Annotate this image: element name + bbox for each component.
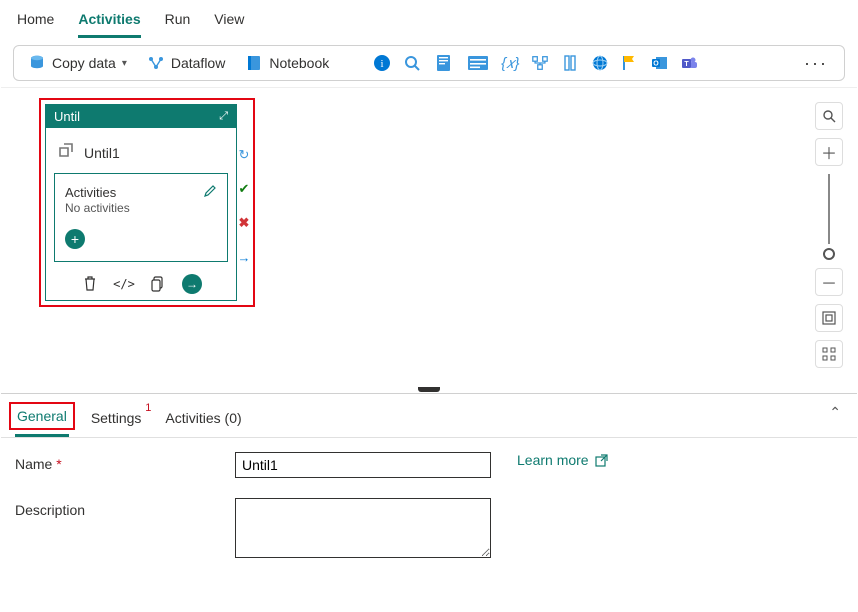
until-activity-card[interactable]: Until ⤢ Until1 Activities (45, 104, 237, 301)
code-icon[interactable]: </> (114, 274, 134, 294)
properties-panel: General Settings 1 Activities (0) ⌃ Name… (1, 393, 857, 602)
learn-more-label: Learn more (517, 452, 589, 468)
script-icon[interactable] (433, 54, 455, 72)
database-icon (28, 54, 46, 72)
on-completion-handle[interactable]: → (236, 249, 252, 265)
column-icon[interactable] (561, 54, 579, 72)
card-header[interactable]: Until ⤢ (46, 105, 236, 128)
dataflow-label: Dataflow (171, 55, 225, 71)
variable-icon[interactable]: {𝑥} (501, 54, 519, 72)
description-label: Description (15, 498, 225, 518)
card-name-row: Until1 (54, 136, 228, 173)
tab-home[interactable]: Home (17, 7, 54, 38)
list-icon[interactable] (467, 54, 489, 72)
tab-settings-label: Settings (91, 410, 142, 426)
pipeline-canvas[interactable]: Until ⤢ Until1 Activities (1, 87, 857, 387)
card-footer: </> → (46, 266, 236, 300)
add-activity-button[interactable]: + (65, 229, 85, 249)
on-success-handle[interactable]: ✔ (236, 181, 252, 197)
copy-data-label: Copy data (52, 55, 116, 71)
outlook-icon[interactable]: O (651, 54, 669, 72)
activities-status: No activities (65, 201, 217, 215)
globe-icon[interactable] (591, 54, 609, 72)
search-icon[interactable] (403, 54, 421, 72)
activity-highlight: Until ⤢ Until1 Activities (39, 98, 255, 307)
branch-icon[interactable] (531, 54, 549, 72)
activity-name: Until1 (84, 145, 120, 161)
external-link-icon (595, 454, 608, 467)
tab-general-highlight (9, 402, 75, 430)
notebook-button[interactable]: Notebook (241, 52, 333, 74)
activities-label: Activities (65, 185, 116, 200)
tab-activities[interactable]: Activities (0) (163, 404, 243, 436)
learn-more-link[interactable]: Learn more (517, 452, 608, 468)
top-nav: Home Activities Run View (1, 1, 857, 39)
panel-tabs: General Settings 1 Activities (0) ⌃ (1, 394, 857, 438)
edit-icon[interactable] (203, 184, 217, 201)
general-form: Name * Learn more Description (1, 438, 857, 602)
teams-icon[interactable]: T (681, 54, 699, 72)
on-fail-handle[interactable]: ✖ (236, 215, 252, 231)
info-icon[interactable]: i (373, 54, 391, 72)
on-skip-handle[interactable]: ↻ (236, 147, 252, 163)
collapse-panel-icon[interactable]: ⌃ (829, 404, 841, 421)
svg-text:i: i (381, 58, 384, 70)
notebook-icon (245, 54, 263, 72)
tab-settings[interactable]: Settings 1 (89, 404, 144, 436)
panel-splitter[interactable] (1, 387, 857, 393)
overflow-menu[interactable]: ··· (798, 53, 834, 74)
required-badge: 1 (145, 402, 151, 414)
zoom-slider-track[interactable] (828, 174, 830, 244)
run-icon[interactable]: → (182, 274, 202, 294)
name-input[interactable] (235, 452, 491, 478)
copy-icon[interactable] (148, 274, 168, 294)
tab-activities[interactable]: Activities (78, 7, 140, 38)
svg-text:O: O (654, 61, 660, 68)
dependency-handles: ↻ ✔ ✖ → (236, 147, 252, 265)
dataflow-icon (147, 54, 165, 72)
tab-general[interactable]: General (15, 402, 69, 437)
autolayout-button[interactable] (815, 340, 843, 368)
description-input[interactable] (235, 498, 491, 558)
loop-icon (56, 142, 74, 163)
delete-icon[interactable] (80, 274, 100, 294)
flag-icon[interactable] (621, 54, 639, 72)
tab-activities-label: Activities (0) (165, 410, 241, 426)
svg-text:T: T (685, 61, 690, 68)
zoom-slider-knob[interactable] (823, 248, 835, 260)
canvas-tools: ＋ － (815, 102, 843, 368)
name-label: Name * (15, 452, 225, 472)
canvas-search-button[interactable] (815, 102, 843, 130)
dataflow-button[interactable]: Dataflow (143, 52, 229, 74)
notebook-label: Notebook (269, 55, 329, 71)
activities-box[interactable]: Activities No activities + (54, 173, 228, 262)
fit-button[interactable] (815, 304, 843, 332)
toolbar-wrap: Copy data ▾ Dataflow Notebook i {𝑥 (1, 39, 857, 87)
zoom-out-button[interactable]: － (815, 268, 843, 296)
copy-data-button[interactable]: Copy data ▾ (24, 52, 131, 74)
expand-icon[interactable]: ⤢ (219, 110, 228, 123)
chevron-down-icon: ▾ (122, 58, 127, 69)
toolbar: Copy data ▾ Dataflow Notebook i {𝑥 (13, 45, 845, 81)
card-type-label: Until (54, 109, 80, 124)
zoom-in-button[interactable]: ＋ (815, 138, 843, 166)
tab-run[interactable]: Run (165, 7, 191, 38)
tab-view[interactable]: View (214, 7, 244, 38)
